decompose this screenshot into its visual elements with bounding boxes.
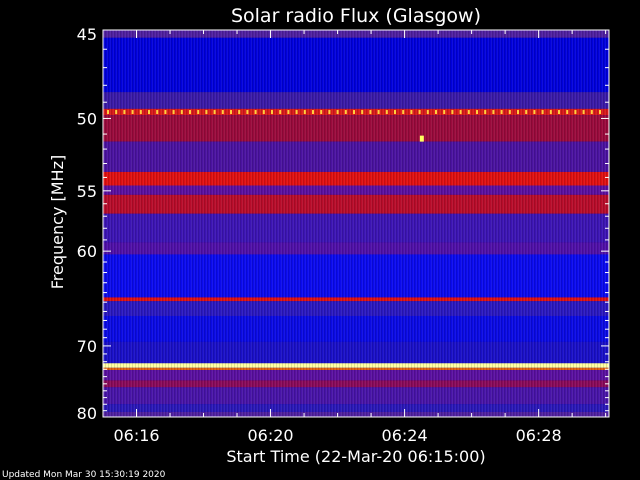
y-axis-label: Frequency [MHz] bbox=[48, 155, 67, 289]
spike-57 bbox=[574, 110, 577, 115]
y-tick-label-55: 55 bbox=[77, 182, 97, 201]
spike-markers bbox=[107, 110, 601, 142]
y-tick-label-50: 50 bbox=[77, 109, 97, 128]
y-tick-label-80: 80 bbox=[77, 404, 97, 423]
spike-31 bbox=[361, 110, 364, 115]
plot-frame bbox=[102, 29, 610, 418]
x-tick-label-2: 06:24 bbox=[382, 426, 428, 445]
axes: 45 50 55 60 70 80 06:16 06:20 06:24 06:28 bbox=[77, 25, 610, 445]
spike-23 bbox=[295, 110, 298, 115]
x-tick-label-1: 06:20 bbox=[247, 426, 293, 445]
spike-24 bbox=[303, 110, 306, 115]
spike-39 bbox=[426, 110, 429, 115]
spike-18 bbox=[254, 110, 257, 115]
spike-10 bbox=[189, 110, 191, 115]
spike-36 bbox=[402, 110, 405, 115]
x-tick-label-0: 06:16 bbox=[113, 426, 159, 445]
spike-56 bbox=[566, 110, 569, 115]
spike-14 bbox=[221, 110, 224, 115]
spike-29 bbox=[344, 110, 347, 115]
x-axis-label: Start Time (22-Mar-20 06:15:00) bbox=[226, 447, 485, 466]
spike-25 bbox=[312, 110, 314, 115]
spike-20 bbox=[271, 110, 273, 115]
spike-58 bbox=[582, 110, 585, 115]
x-tick-label-3: 06:28 bbox=[516, 426, 562, 445]
spike-42 bbox=[451, 110, 454, 115]
grain-overlay bbox=[103, 30, 609, 417]
spike-13 bbox=[213, 110, 216, 115]
spike-52 bbox=[533, 110, 536, 115]
spike-48 bbox=[500, 110, 503, 115]
spike-4 bbox=[139, 110, 142, 115]
spike-26 bbox=[320, 110, 323, 115]
y-tick-label-70: 70 bbox=[77, 337, 97, 356]
y-tick-label-45: 45 bbox=[77, 25, 97, 44]
spike-51 bbox=[525, 110, 528, 115]
spike-11 bbox=[197, 110, 200, 115]
spike-49 bbox=[508, 110, 511, 115]
spike-40 bbox=[435, 110, 437, 115]
spike-12 bbox=[205, 110, 208, 115]
spike-0 bbox=[107, 110, 109, 115]
spike-37 bbox=[410, 110, 413, 115]
updated-timestamp: Updated Mon Mar 30 15:30:19 2020 bbox=[2, 470, 166, 480]
spike-32 bbox=[369, 110, 372, 115]
spike-2 bbox=[123, 110, 126, 115]
spike-45 bbox=[476, 110, 478, 115]
spike-5 bbox=[148, 110, 150, 115]
spike-44 bbox=[467, 110, 470, 115]
spike-19 bbox=[262, 110, 265, 115]
spike-53 bbox=[541, 110, 544, 115]
spike-27 bbox=[328, 110, 331, 115]
spike-1 bbox=[115, 110, 118, 115]
spike-7 bbox=[164, 110, 167, 115]
spike-3 bbox=[131, 110, 134, 115]
spike-46 bbox=[484, 110, 487, 115]
spike-43 bbox=[459, 110, 462, 115]
spike-30 bbox=[353, 110, 355, 115]
spike-55 bbox=[558, 110, 560, 115]
spike-16 bbox=[238, 110, 241, 115]
spike-60 bbox=[599, 110, 601, 115]
spike-35 bbox=[394, 110, 396, 115]
spike-50 bbox=[517, 110, 519, 115]
spike-17 bbox=[246, 110, 249, 115]
spike-33 bbox=[377, 110, 380, 115]
spike-28 bbox=[336, 110, 339, 115]
spike-21 bbox=[279, 110, 282, 115]
spike-47 bbox=[492, 110, 495, 115]
chart-title: Solar radio Flux (Glasgow) bbox=[231, 5, 481, 27]
spike-38 bbox=[418, 110, 421, 115]
spike-8 bbox=[172, 110, 175, 115]
spike-22 bbox=[287, 110, 290, 115]
burst-marker bbox=[419, 135, 424, 142]
spike-34 bbox=[385, 110, 388, 115]
spike-41 bbox=[443, 110, 446, 115]
spike-54 bbox=[549, 110, 552, 115]
spike-15 bbox=[230, 110, 232, 115]
spike-59 bbox=[590, 110, 593, 115]
spike-9 bbox=[180, 110, 183, 115]
spike-6 bbox=[156, 110, 159, 115]
y-tick-label-60: 60 bbox=[77, 242, 97, 261]
